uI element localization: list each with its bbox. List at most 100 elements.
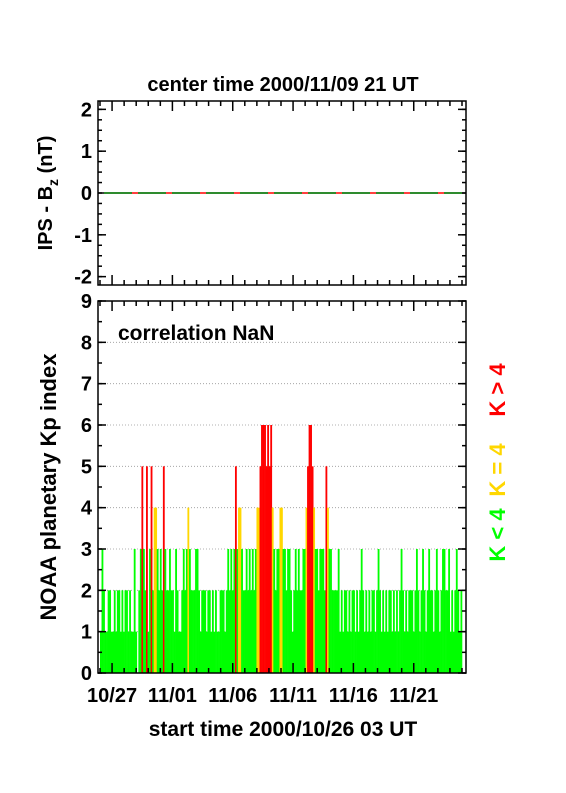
kp-bar [285,590,288,673]
kp-bar [267,425,270,673]
kp-bar [368,590,371,673]
kp-bar [196,549,199,673]
kp-bar [316,549,319,673]
kp-bar [169,549,171,673]
kp-bar [284,549,286,673]
kp-bar [448,549,451,673]
kp-bar [198,590,200,673]
top-y-tick-label: 1 [81,141,92,163]
kp-bar [170,590,173,673]
kp-bar [244,590,247,673]
kp-bar [271,507,274,673]
kp-bar [310,425,312,673]
correlation-annotation: correlation NaN [118,322,274,345]
kp-bar [305,507,308,673]
kp-bar [388,590,391,673]
kp-bar [192,590,194,673]
kp-bar [213,631,216,673]
kp-bar [348,590,351,673]
kp-bar [445,590,447,673]
kp-bar [440,590,443,673]
kp-bar [202,590,205,673]
bottom-x-tick-label: 11/16 [329,685,378,707]
kp-bar [293,590,296,673]
kp-bar [274,590,277,673]
bottom-y-tick-label: 4 [81,498,93,520]
kp-bar [397,631,400,673]
kp-bar [207,590,210,673]
kp-bar [351,590,354,673]
legend-entry: K < 4 [485,508,510,562]
kp-bar [185,549,188,673]
bottom-y-tick-label: 8 [81,332,92,354]
bottom-x-tick-label: 10/27 [87,685,137,707]
kp-bar [299,590,302,673]
kp-bar [420,590,423,673]
kp-bar [124,590,127,673]
top-y-tick-label: 2 [81,99,92,121]
kp-bar [425,631,428,673]
kp-bar [115,631,118,673]
bottom-y-tick-label: 7 [81,374,92,396]
kp-bar [325,466,328,673]
bottom-y-axis-label: NOAA planetary Kp index [36,353,61,621]
kp-bar [426,590,429,673]
kp-bar [245,549,248,673]
kp-bar [449,631,452,673]
kp-bar [195,549,197,673]
kp-bar [153,507,156,673]
kp-bar [113,590,116,673]
kp-bar [149,549,151,673]
kp-bar [225,590,228,673]
kp-bar [414,590,417,673]
kp-bar [119,631,122,673]
kp-bar [219,590,222,673]
kp-bar [182,549,185,673]
kp-bar [132,631,135,673]
kp-bar [438,631,441,673]
kp-bar [261,425,263,673]
kp-bar [446,590,449,673]
kp-bar [130,631,133,673]
kp-bar [411,590,414,673]
kp-bar [210,631,213,673]
top-plot-frame [97,100,467,286]
kp-bar [155,507,158,673]
kp-bar [147,631,150,673]
kp-bar [279,507,282,673]
kp-bar [412,631,415,673]
kp-bar [331,590,334,673]
kp-bar [135,631,138,673]
kp-bar [327,507,329,673]
kp-bar [406,631,409,673]
kp-bar [259,466,262,673]
bottom-x-tick-label: 11/11 [269,685,317,707]
kp-bar [423,590,426,673]
kp-bar [405,590,408,673]
kp-bar [109,590,112,673]
kp-bar [294,549,297,673]
kp-bar [377,549,380,673]
kp-bar [270,425,273,673]
kp-bar [141,466,144,673]
kp-bar [434,590,437,673]
bottom-y-tick-label: 3 [81,539,92,561]
kp-bar [159,549,162,673]
kp-bar [110,631,113,673]
kp-bar [365,590,368,673]
kp-bar [374,631,377,673]
kp-bar [322,549,325,673]
kp-bar [422,549,424,673]
kp-bar [118,590,121,673]
kp-bar [408,590,411,673]
kp-bar [319,549,322,673]
kp-bar [373,590,375,673]
kp-bar [357,631,360,673]
kp-bar [265,466,268,673]
top-chart-title: center time 2000/11/09 21 UT [147,74,418,96]
kp-bar [360,549,363,673]
kp-bar [431,590,434,673]
kp-bar [227,549,230,673]
kp-bar [276,549,279,673]
kp-bar [167,590,170,673]
